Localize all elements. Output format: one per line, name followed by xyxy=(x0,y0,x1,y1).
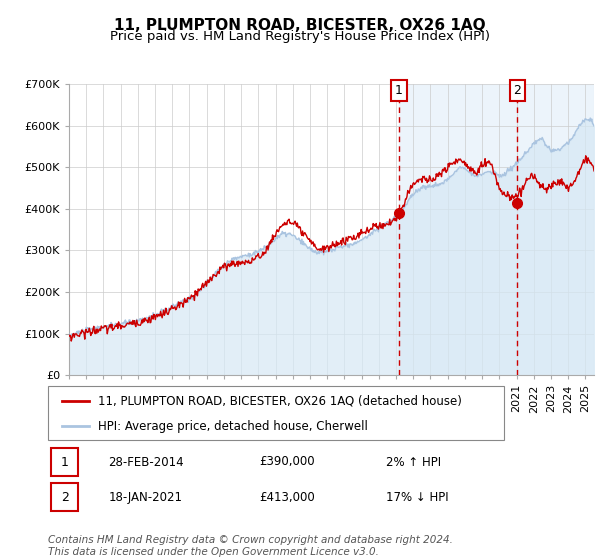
Text: 1: 1 xyxy=(395,84,403,97)
Text: 18-JAN-2021: 18-JAN-2021 xyxy=(109,491,182,504)
Text: Price paid vs. HM Land Registry's House Price Index (HPI): Price paid vs. HM Land Registry's House … xyxy=(110,30,490,43)
Text: HPI: Average price, detached house, Cherwell: HPI: Average price, detached house, Cher… xyxy=(98,420,368,433)
FancyBboxPatch shape xyxy=(48,386,504,440)
Text: 2: 2 xyxy=(514,84,521,97)
Text: 17% ↓ HPI: 17% ↓ HPI xyxy=(386,491,448,504)
Text: 28-FEB-2014: 28-FEB-2014 xyxy=(109,455,184,469)
FancyBboxPatch shape xyxy=(50,483,78,511)
Text: Contains HM Land Registry data © Crown copyright and database right 2024.: Contains HM Land Registry data © Crown c… xyxy=(48,535,453,545)
FancyBboxPatch shape xyxy=(50,448,78,476)
Text: 2: 2 xyxy=(61,491,68,504)
Text: 2% ↑ HPI: 2% ↑ HPI xyxy=(386,455,441,469)
Text: £413,000: £413,000 xyxy=(260,491,316,504)
Text: 11, PLUMPTON ROAD, BICESTER, OX26 1AQ (detached house): 11, PLUMPTON ROAD, BICESTER, OX26 1AQ (d… xyxy=(98,395,462,408)
Text: £390,000: £390,000 xyxy=(260,455,316,469)
Text: 11, PLUMPTON ROAD, BICESTER, OX26 1AQ: 11, PLUMPTON ROAD, BICESTER, OX26 1AQ xyxy=(114,18,486,33)
Text: 1: 1 xyxy=(61,455,68,469)
Text: This data is licensed under the Open Government Licence v3.0.: This data is licensed under the Open Gov… xyxy=(48,547,379,557)
Bar xyxy=(399,84,594,375)
